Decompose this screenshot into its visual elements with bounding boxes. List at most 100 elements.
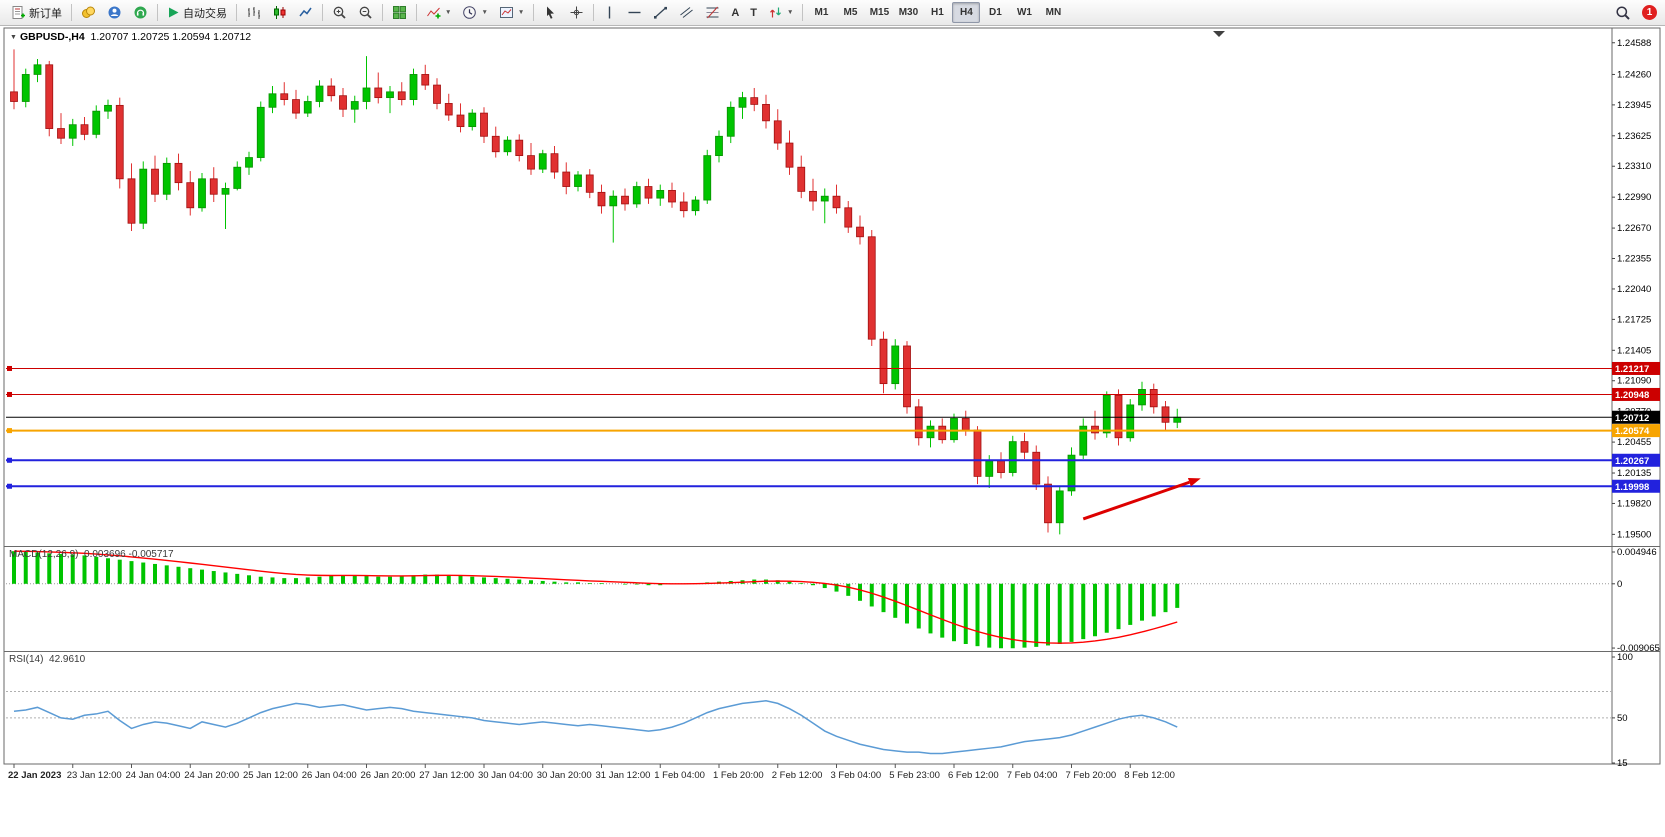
line-anchor-marker[interactable] <box>7 428 12 434</box>
candlestick <box>961 418 970 431</box>
text-button[interactable]: A <box>726 1 744 24</box>
timeframe-m15[interactable]: M15 <box>869 7 890 18</box>
candlestick <box>491 135 500 153</box>
indicators-button[interactable]: ▼ <box>421 1 456 24</box>
candlestick <box>1161 406 1170 423</box>
line-anchor-marker[interactable] <box>7 457 12 463</box>
market-button[interactable] <box>76 1 101 24</box>
price-axis-label: 1.19820 <box>1617 498 1651 509</box>
candlestick <box>538 153 547 170</box>
candlestick <box>809 190 817 202</box>
timeframe-h4[interactable]: H4 <box>952 2 981 23</box>
candlestick <box>1102 394 1111 434</box>
time-axis-label: 31 Jan 12:00 <box>596 770 651 781</box>
channel-button[interactable] <box>674 1 699 24</box>
ohlc-values: 1.20707 1.20725 1.20594 1.20712 <box>90 31 252 43</box>
timeframe-w1[interactable]: W1 <box>1016 7 1032 18</box>
zoom-in-button[interactable] <box>327 1 352 24</box>
time-axis-label: 3 Feb 04:00 <box>831 770 882 781</box>
line-chart-button[interactable] <box>293 1 318 24</box>
vertical-line-button[interactable] <box>598 1 621 24</box>
candlestick <box>256 106 265 158</box>
horizontal-line-button[interactable] <box>622 1 647 24</box>
zoom-out-button[interactable] <box>353 1 378 24</box>
trendline-button[interactable] <box>648 1 673 24</box>
tile-windows-button[interactable] <box>387 1 412 24</box>
arrows-button[interactable]: ▼ <box>763 1 798 24</box>
zoom-in-icon <box>333 6 346 19</box>
candlestick <box>1138 389 1146 406</box>
label-button[interactable]: T <box>745 1 762 24</box>
line-anchor-marker[interactable] <box>7 483 12 489</box>
candlestick <box>726 106 735 137</box>
community-button[interactable] <box>102 1 127 24</box>
candlestick <box>914 406 923 439</box>
notification-badge[interactable]: 1 <box>1642 5 1657 20</box>
rsi-current-value: 42.9610 <box>49 654 86 665</box>
timeframe-m1[interactable]: M1 <box>814 7 829 18</box>
timeframe-m30[interactable]: M30 <box>898 7 919 18</box>
autotrading-button[interactable]: 自动交易 <box>162 1 232 24</box>
candlestick <box>950 418 958 441</box>
price-axis-label: 1.24260 <box>1617 69 1651 80</box>
search-button[interactable] <box>1610 1 1636 24</box>
candlestick <box>562 171 571 187</box>
rsi-name: RSI(14) <box>9 654 44 665</box>
candlestick <box>527 155 535 170</box>
timeframe-d1[interactable]: D1 <box>989 7 1002 18</box>
time-axis-label: 7 Feb 20:00 <box>1066 770 1117 781</box>
chart-canvas[interactable]: 1.24588 1.24260 1.23945 1.23625 1.23310 1.229… <box>0 26 1665 837</box>
separator <box>71 4 72 21</box>
candlestick <box>421 74 430 86</box>
price-badge <box>1612 361 1660 375</box>
timeframe-m5[interactable]: M5 <box>843 7 858 18</box>
bar-chart-button[interactable] <box>241 1 266 24</box>
price-axis-label: 1.22990 <box>1617 192 1651 203</box>
trend-arrow-annotation[interactable] <box>1082 480 1190 521</box>
candlestick <box>1149 389 1158 408</box>
periods-button[interactable]: ▼ <box>457 1 492 24</box>
line-anchor-marker[interactable] <box>7 391 12 397</box>
crosshair-button[interactable] <box>564 1 589 24</box>
price-axis-label: 1.19500 <box>1617 529 1651 540</box>
rsi-axis-label: 100 <box>1617 652 1633 663</box>
candlestick <box>891 345 900 385</box>
vertical-line-icon <box>609 6 611 19</box>
template-icon <box>499 7 513 18</box>
fibonacci-button[interactable] <box>700 1 725 24</box>
cursor-button[interactable] <box>538 1 563 24</box>
candlestick <box>515 139 524 157</box>
candlestick-button[interactable] <box>267 1 292 24</box>
price-axis-label: 1.20455 <box>1617 437 1651 448</box>
price-badge <box>1612 410 1660 424</box>
tile-windows-icon <box>393 6 406 19</box>
support-button[interactable] <box>128 1 153 24</box>
new-order-button[interactable]: 新订单 <box>6 1 67 24</box>
chart-menu-icon[interactable]: ▼ <box>10 34 17 41</box>
price-badge-label: 1.20712 <box>1615 413 1649 424</box>
candlestick <box>762 103 770 122</box>
price-badge <box>1612 453 1660 467</box>
macd-axis-label: 0.004946 <box>1617 547 1657 558</box>
indicators-icon <box>427 7 441 19</box>
price-badge-label: 1.21217 <box>1615 364 1649 375</box>
timeframe-h1[interactable]: H1 <box>931 7 944 18</box>
line-anchor-marker[interactable] <box>7 365 12 371</box>
price-axis-label: 1.24588 <box>1617 38 1651 49</box>
candlestick <box>374 87 383 99</box>
play-icon <box>169 7 179 18</box>
chart-shift-marker[interactable] <box>1213 31 1225 37</box>
symbol-timeframe: GBPUSD-,H4 <box>19 31 85 43</box>
timeframe-mn[interactable]: MN <box>1045 7 1062 18</box>
separator <box>533 4 535 21</box>
candlestick <box>844 207 853 228</box>
price-badge-label: 1.20267 <box>1615 456 1649 467</box>
candlestick <box>409 74 418 100</box>
price-axis-label: 1.23310 <box>1617 161 1651 172</box>
separator <box>593 4 595 21</box>
candlestick <box>820 195 829 202</box>
candlestick <box>386 91 394 99</box>
rsi-line <box>13 699 1178 755</box>
time-axis-label: 2 Feb 12:00 <box>772 770 823 781</box>
templates-button[interactable]: ▼ <box>494 1 529 24</box>
